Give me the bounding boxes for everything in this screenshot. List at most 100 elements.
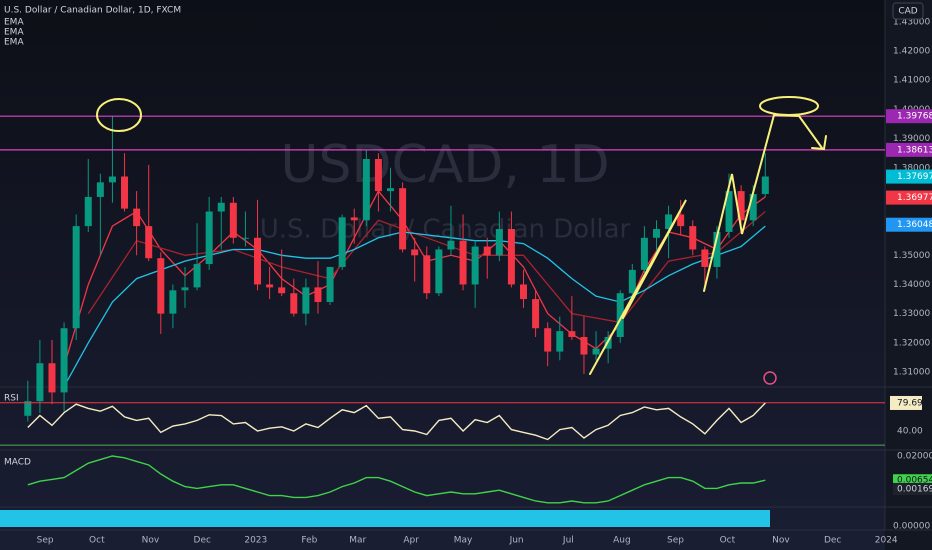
candle-body [181,287,189,291]
candle-body [471,246,479,285]
candle-body [568,331,576,337]
candle-body [399,188,407,250]
value-label: 0.00654 [897,476,932,486]
candle-body [266,284,274,288]
candle-body [495,229,503,256]
y-tick-label: 1.42000 [893,47,930,57]
price-label: 1.36048 [897,220,932,230]
price-label-bg [886,109,932,124]
price-label-bg [886,217,932,232]
candle-body [217,202,225,212]
x-tick-label: Apr [403,536,419,546]
x-tick-label: Jun [509,536,524,546]
candle-body [677,214,685,227]
candle-body [108,176,116,183]
candle-body [411,249,419,256]
candle-body [761,176,769,195]
candle-body [725,191,733,232]
y-tick-label: 1.33000 [893,309,930,319]
y-tick-label: 1.35000 [893,251,930,261]
x-tick-label: Nov [772,536,790,546]
candle-body [665,214,673,230]
candle-body [507,229,515,285]
y-tick-label: 1.31000 [893,367,930,377]
candle-body [544,328,552,352]
candle-body [532,299,540,329]
candle-body [133,208,141,227]
candle-body [290,293,298,314]
currency-label[interactable]: CAD [898,7,917,17]
candle-body [254,237,262,285]
candle-body [84,196,92,227]
candle-body [652,229,660,238]
drawing-circle [96,98,142,132]
candle-body [60,328,68,393]
candle-body [713,231,721,267]
y-tick-label: 1.39000 [893,134,930,144]
candle-body [145,226,153,259]
x-tick-label: Mar [349,536,366,546]
legend-entry: EMA [4,28,24,38]
value-label: 79.69 [897,398,923,408]
candle-body [592,348,600,355]
pane-title: MACD [4,458,31,468]
candle-body [229,202,237,238]
currency-button[interactable] [892,2,924,20]
pane-title: RSI [4,394,19,404]
x-tick-label: Jul [562,536,574,546]
indicator-line [27,455,766,504]
candle-body [241,237,249,239]
candle-body [737,191,745,221]
indicator-band [0,510,770,527]
value-label-bg [893,482,932,495]
candle-body [689,226,697,250]
candle-body [350,217,358,221]
price-label: 1.37697 [897,172,932,182]
value-label-bg [890,395,922,410]
candle-body [193,264,201,288]
price-label-bg [886,142,932,157]
candle-body [36,363,44,402]
event-icon[interactable] [763,371,777,385]
candle-body [483,246,491,256]
candle-body [640,237,648,270]
price-label-bg [886,190,932,205]
price-label: 1.36977 [897,193,932,203]
candle-body [302,287,310,314]
x-tick-label: 2023 [244,536,267,546]
candle-body [580,336,588,355]
x-tick-label: Feb [301,536,317,546]
y-tick-label: 40.00 [897,426,923,436]
legend-entry: EMA [4,38,24,48]
candle-body [121,176,129,209]
candle-body [374,159,382,192]
y-tick-label: 1.43000 [893,17,930,27]
price-axis-bg [885,0,932,550]
y-tick-label: 1.38000 [893,163,930,173]
price-label-bg [886,169,932,184]
x-tick-label: Dec [824,536,841,546]
candle-body [616,293,624,337]
candle-body [520,284,528,300]
x-tick-label: Dec [194,536,211,546]
candle-body [628,269,636,294]
drawings [96,96,827,375]
candle-body [48,363,56,393]
y-tick-label: 0.00000 [893,522,930,532]
candle-body [556,331,564,352]
candle-body [72,226,80,329]
candle-body [362,159,370,221]
x-tick-label: 2024 [875,536,898,546]
candle-body [435,249,443,294]
symbol-title: U.S. Dollar / Canadian Dollar, 1D, FXCM [4,6,181,16]
ema-line [63,225,766,387]
x-tick-label: Oct [89,536,105,546]
value-label: 0.00169 [897,484,932,494]
price-label: 1.38613 [897,145,932,155]
price-label: 1.39768 [897,112,932,122]
x-tick-label: Sep [667,536,684,546]
candle-body [96,182,104,197]
candle-body [314,287,322,302]
candle-body [157,258,165,314]
